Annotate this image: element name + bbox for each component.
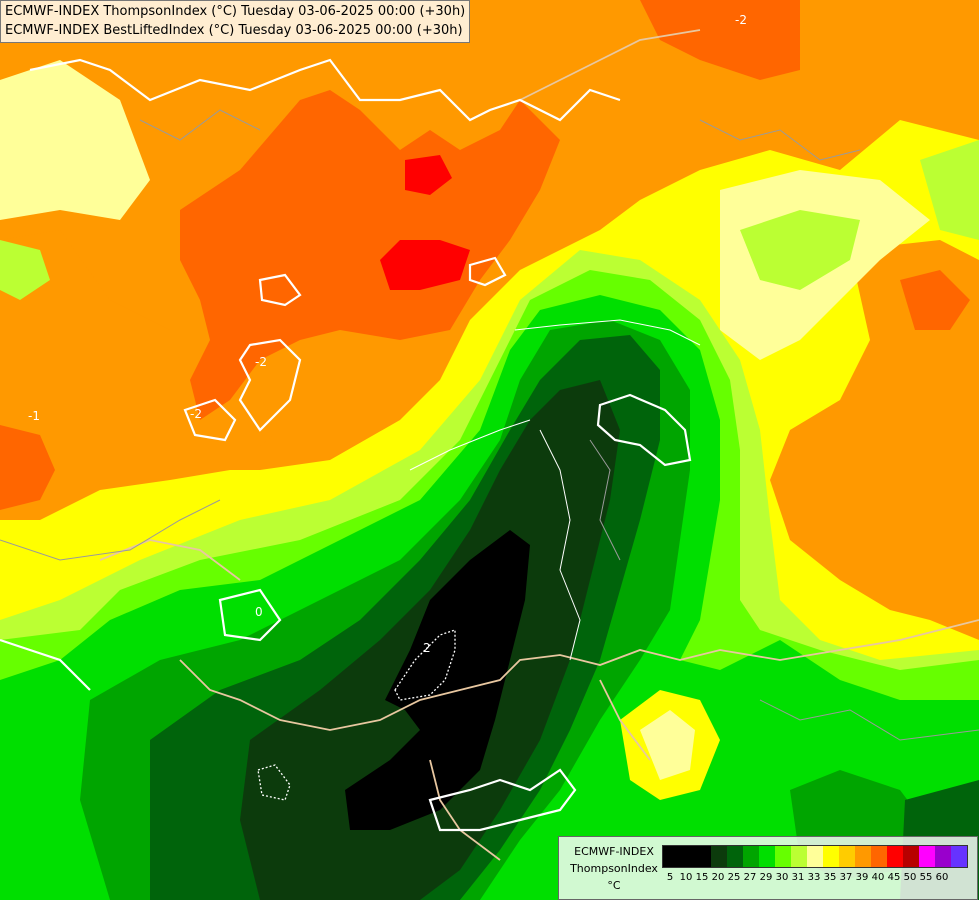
dotted-contours xyxy=(257,629,456,801)
red-region-north xyxy=(405,155,452,195)
legend-tick-label: 29 xyxy=(759,872,773,883)
legend-swatch xyxy=(775,846,791,867)
contour-line-east xyxy=(596,393,692,467)
legend-tick-label: 31 xyxy=(791,872,805,883)
map-title-box: ECMWF-INDEX ThompsonIndex (°C) Tuesday 0… xyxy=(0,0,471,43)
legend-color-bar xyxy=(662,845,968,868)
legend-unit: °C xyxy=(607,879,621,892)
contour-label-m2-a: -2 xyxy=(735,13,747,27)
legend-tick-label: 45 xyxy=(887,872,901,883)
gray-borders xyxy=(0,109,979,741)
legend-swatch xyxy=(839,846,855,867)
legend-swatch xyxy=(743,846,759,867)
legend-swatch xyxy=(663,846,679,867)
legend-swatch xyxy=(855,846,871,867)
legend-swatch xyxy=(823,846,839,867)
darkorange-region-central xyxy=(180,90,560,420)
legend-tick-label: 15 xyxy=(695,872,709,883)
legend-tick-label: 30 xyxy=(775,872,789,883)
contour-line-central xyxy=(238,338,302,432)
legend-tick-label: 20 xyxy=(711,872,725,883)
lightgreen-region-west xyxy=(0,240,50,300)
contour-label-m1: -1 xyxy=(28,409,40,423)
contour-labels: -2 -2 -2 -1 0 2 xyxy=(28,13,747,655)
legend-tick-label: 10 xyxy=(679,872,693,883)
contour-label-m2-b: -2 xyxy=(255,355,267,369)
legend-tick-label: 25 xyxy=(727,872,741,883)
darkorange-region-west xyxy=(0,425,55,510)
legend-swatch xyxy=(951,846,967,867)
contour-label-m2-c: -2 xyxy=(190,407,202,421)
legend-swatch xyxy=(727,846,743,867)
title-line-thompson-index: ECMWF-INDEX ThompsonIndex (°C) Tuesday 0… xyxy=(5,4,466,19)
legend-tick-label: 37 xyxy=(839,872,853,883)
legend-swatch xyxy=(871,846,887,867)
legend-swatch xyxy=(679,846,695,867)
legend-swatch xyxy=(695,846,711,867)
lightgreen-region-east xyxy=(740,210,860,290)
contour-line-north xyxy=(29,58,621,122)
lightgreen-region-northeast xyxy=(920,140,979,240)
contour-line-small-2 xyxy=(468,256,507,287)
legend-tick-label: 39 xyxy=(855,872,869,883)
lightyellow-region-southeast xyxy=(640,710,695,780)
title-line-best-lifted-index: ECMWF-INDEX BestLiftedIndex (°C) Tuesday… xyxy=(5,23,463,38)
dotted-contour-north xyxy=(394,629,456,701)
legend-swatch xyxy=(887,846,903,867)
legend-tick-label: 33 xyxy=(807,872,821,883)
contour-line-south xyxy=(428,768,577,832)
red-region-central xyxy=(380,240,470,290)
contour-label-zero: 0 xyxy=(255,605,263,619)
darkorange-region-northeast xyxy=(640,0,800,80)
legend-tick-label: 27 xyxy=(743,872,757,883)
thin-contours xyxy=(409,319,701,661)
legend-swatch xyxy=(807,846,823,867)
lifted-index-contours xyxy=(0,58,692,832)
color-legend: ECMWF-INDEX ThompsonIndex °C 5 10 15 20 25 27… xyxy=(558,836,978,900)
legend-tick-labels: 5 10 15 20 25 27 29 30 31 33 35 37 39 40 45 50 55 60 xyxy=(662,872,950,883)
orange-region-northwest xyxy=(0,230,280,520)
contour-line-small-1 xyxy=(258,273,302,307)
black-core xyxy=(345,530,530,830)
contour-line-southwest xyxy=(0,638,91,691)
legend-swatch xyxy=(903,846,919,867)
legend-tick-label: 35 xyxy=(823,872,837,883)
country-borders xyxy=(99,29,979,861)
contour-label-two: 2 xyxy=(423,641,431,655)
legend-tick-label: 60 xyxy=(935,872,949,883)
legend-swatch xyxy=(759,846,775,867)
lightyellow-region-west xyxy=(0,60,150,220)
legend-swatch xyxy=(919,846,935,867)
legend-parameter-name: ThompsonIndex xyxy=(570,862,658,875)
legend-swatch xyxy=(711,846,727,867)
legend-swatch xyxy=(935,846,951,867)
legend-tick-label: 40 xyxy=(871,872,885,883)
legend-model-name: ECMWF-INDEX xyxy=(574,845,654,858)
legend-tick-label: 55 xyxy=(919,872,933,883)
legend-swatch xyxy=(791,846,807,867)
orange-region-east xyxy=(770,240,979,640)
legend-tick-label: 50 xyxy=(903,872,917,883)
darkorange-region-east xyxy=(900,270,970,330)
legend-tick-label: 5 xyxy=(666,872,674,883)
contour-line-zero xyxy=(218,588,282,642)
contour-line-west xyxy=(183,398,237,442)
